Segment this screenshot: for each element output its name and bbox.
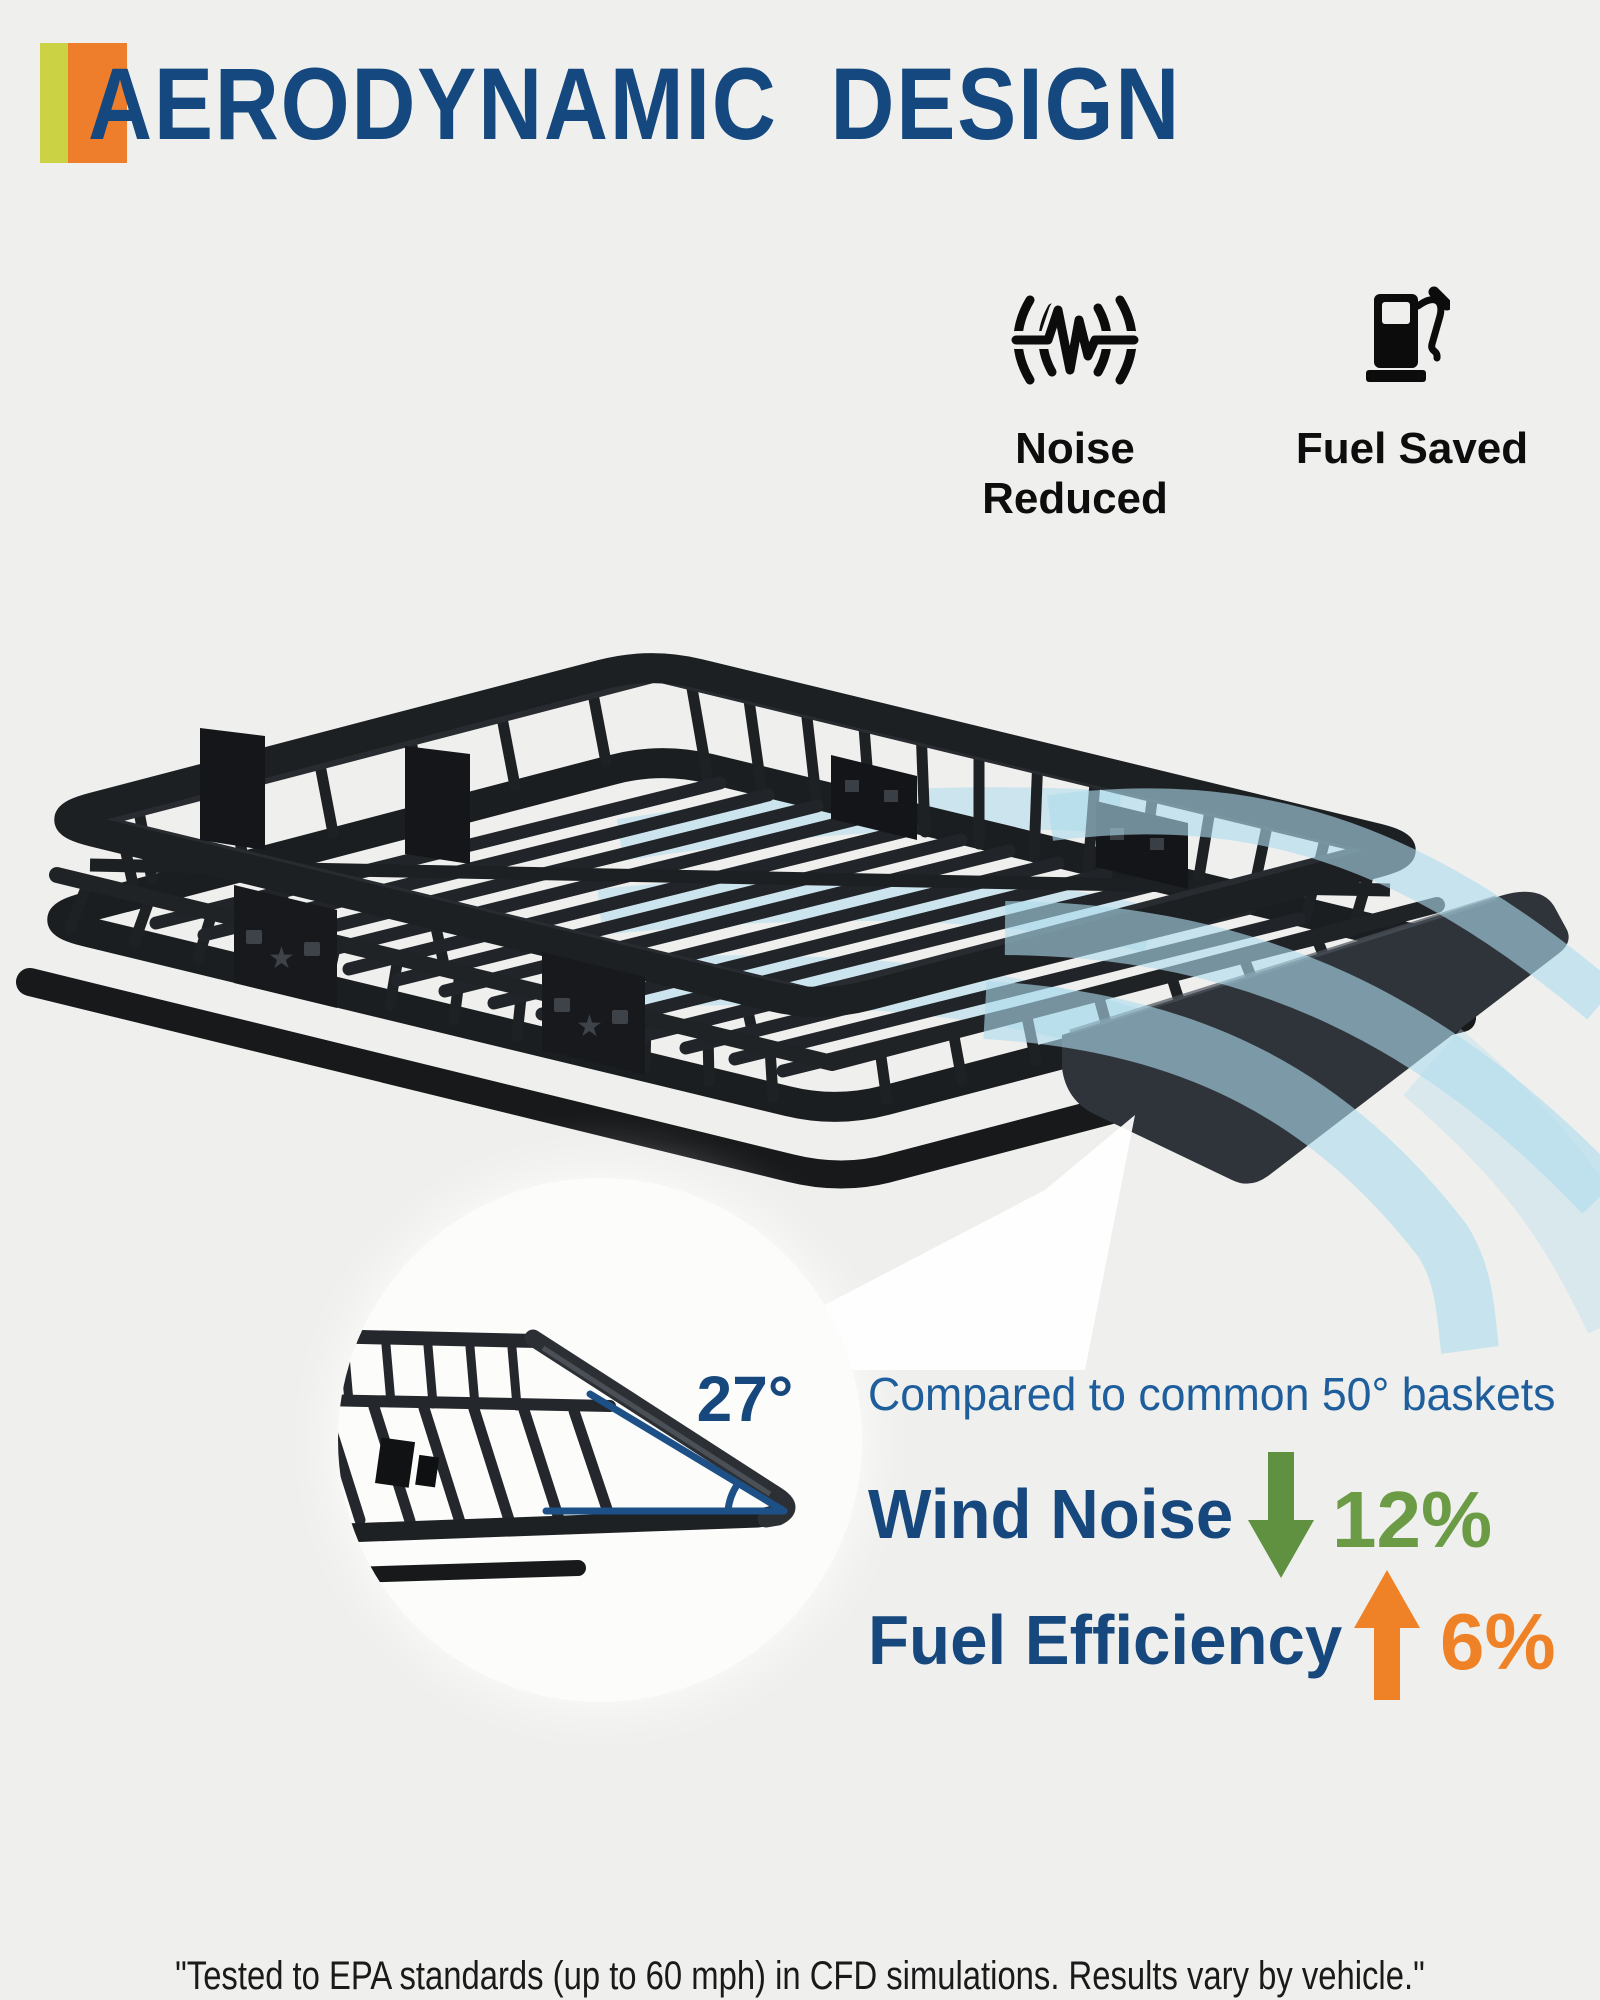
roof-basket-illustration: ★ ★ [16, 653, 1600, 1370]
basket-side-profile [338, 1329, 796, 1584]
footnote-text: "Tested to EPA standards (up to 60 mph) … [175, 1954, 1425, 1998]
wind-noise-value: 12% [1332, 1475, 1493, 1564]
orange-bar [68, 43, 127, 163]
angle-annotation [542, 1390, 788, 1515]
airflow-ribbons [983, 788, 1600, 1354]
mounting-stanchions [200, 728, 470, 864]
svg-text:★: ★ [268, 942, 295, 975]
up-arrow-icon [1354, 1570, 1420, 1705]
svg-text:★: ★ [576, 1010, 603, 1043]
angle-zoom-callout: 27° [338, 1178, 862, 1702]
comparison-heading: Compared to common 50° baskets [868, 1368, 1556, 1420]
airflow-wide-band [1403, 1028, 1600, 1334]
yellow-green-bar [40, 43, 68, 163]
down-arrow-icon [1248, 1452, 1314, 1583]
zoom-spotlight-wedge [700, 1115, 1135, 1370]
basket-bottom-flare [16, 968, 1476, 1189]
fuel-saved-label: Fuel Saved [1295, 424, 1529, 473]
fuel-efficiency-value: 6% [1440, 1597, 1556, 1686]
fuel-pump-icon [1360, 284, 1453, 391]
noise-reduced-label: Noise Reduced [982, 424, 1168, 523]
fuel-efficiency-label: Fuel Efficiency [868, 1601, 1343, 1679]
angle-value-label: 27° [696, 1363, 794, 1435]
wind-fairing [1062, 891, 1569, 1184]
wind-noise-label: Wind Noise [868, 1475, 1234, 1553]
page-title: AERODYNAMIC DESIGN [88, 47, 1182, 161]
footnote: "Tested to EPA standards (up to 60 mph) … [0, 1954, 1600, 1999]
noise-wave-icon [1000, 294, 1150, 391]
